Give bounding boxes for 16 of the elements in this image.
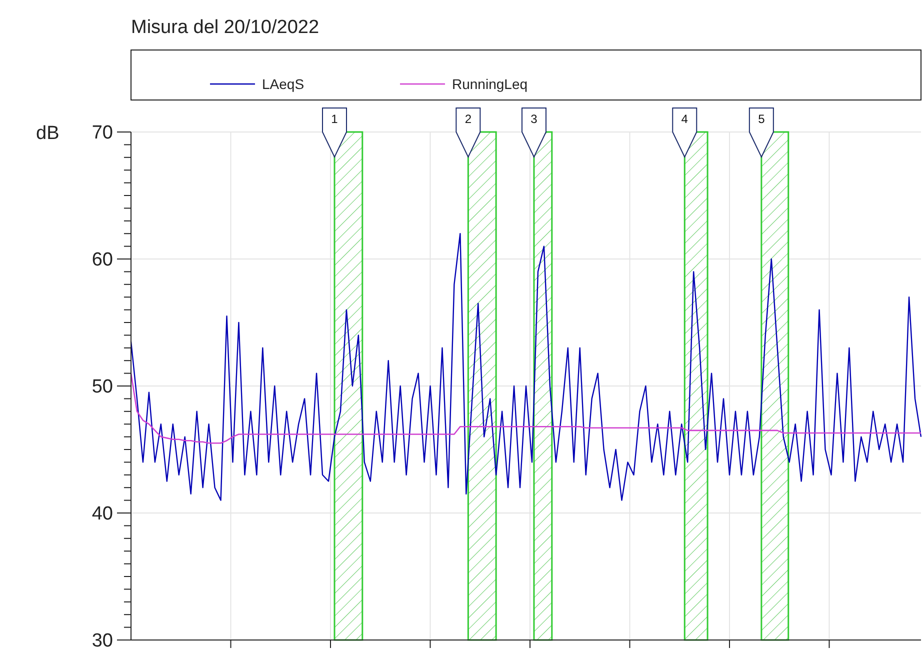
text: 2	[464, 112, 472, 126]
y-axis-title: dB	[36, 123, 60, 144]
text: 3	[530, 112, 538, 126]
line-series	[130, 372, 922, 444]
text: 1	[331, 112, 338, 126]
text: 5	[758, 112, 766, 126]
line-series	[130, 233, 922, 501]
y-tick-label: 30	[92, 630, 113, 652]
text: 4	[681, 112, 688, 126]
y-tick-label: 50	[92, 376, 113, 398]
chart-title: Misura del 20/10/2022	[131, 17, 320, 38]
y-tick-label: 60	[92, 250, 113, 271]
y-tick-label: 70	[92, 122, 113, 144]
legend-label: LAeqS	[262, 76, 304, 92]
legend-label: RunningLeq	[452, 76, 528, 92]
y-tick-label: 40	[92, 504, 113, 525]
